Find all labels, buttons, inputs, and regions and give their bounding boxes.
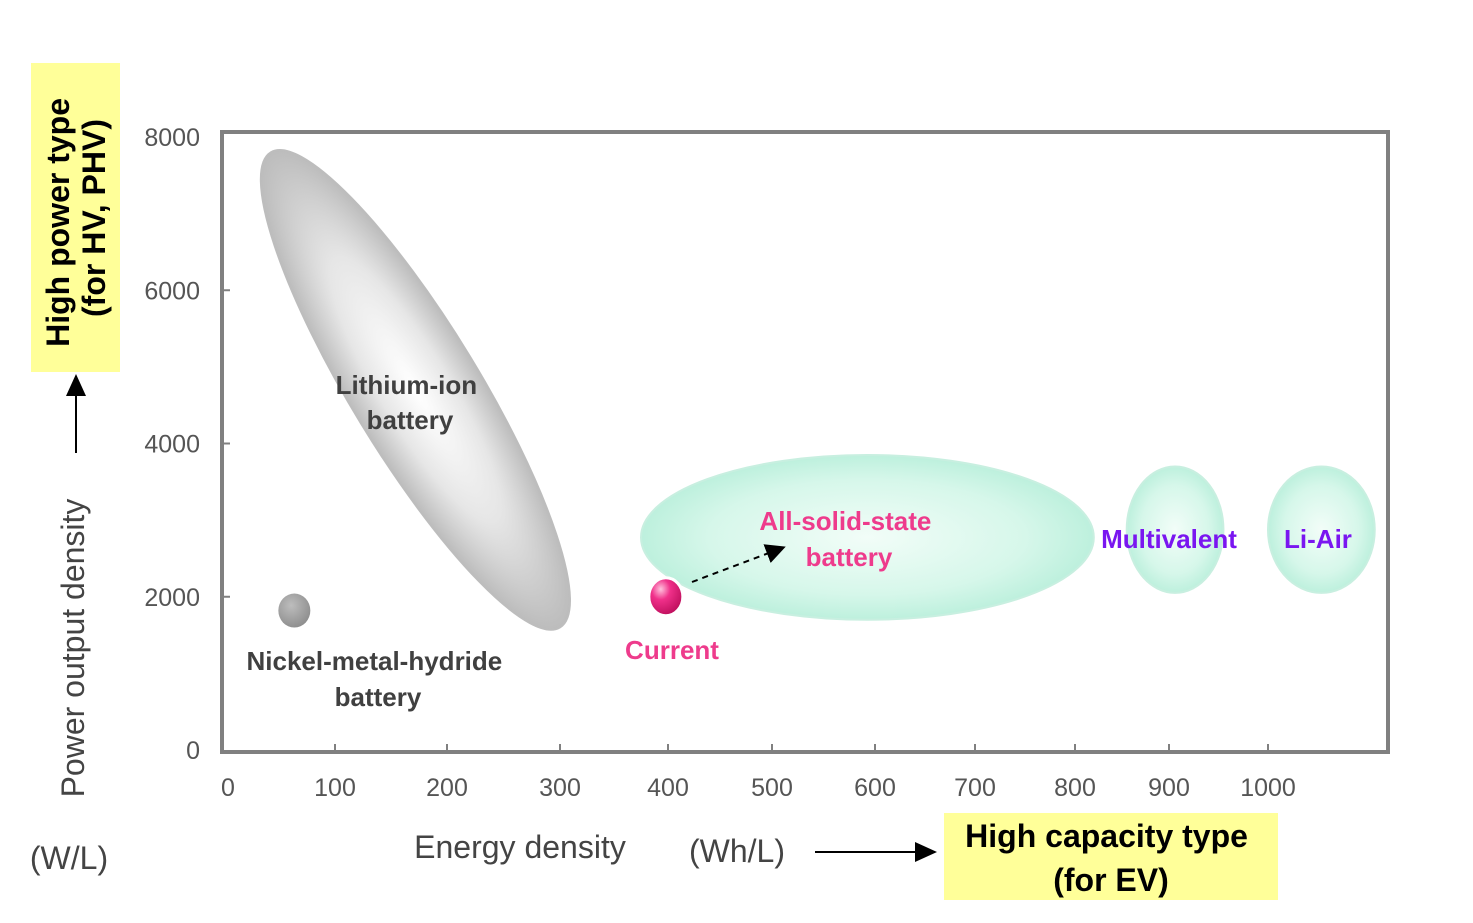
x-tick-label: 400 — [647, 774, 689, 802]
lithium-ion-label: Lithium-ion battery — [336, 370, 485, 435]
x-tick-label: 800 — [1054, 774, 1096, 802]
nickel-metal-hydride-point — [278, 593, 311, 628]
nickel-metal-hydride-label: Nickel-metal-hydride battery — [247, 646, 510, 712]
high-power-callout-text: High power type (for HV, PHV) — [40, 89, 112, 347]
y-axis-title: Power output density — [55, 499, 91, 798]
x-axis-unit: (Wh/L) — [689, 833, 785, 869]
x-tick-label: 0 — [221, 774, 235, 802]
li-air-label: Li-Air — [1284, 524, 1352, 554]
current-label: Current — [625, 635, 719, 665]
y-tick-label: 2000 — [144, 584, 200, 612]
high-capacity-callout-box — [944, 813, 1278, 900]
lithium-ion-region — [259, 149, 571, 631]
x-tick-label: 300 — [539, 774, 581, 802]
improvement-arrow — [691, 544, 786, 583]
li-air-region — [1267, 465, 1376, 594]
tick-marks — [222, 289, 1269, 751]
multivalent-label: Multivalent — [1101, 524, 1237, 554]
x-tick-label: 600 — [854, 774, 896, 802]
x-tick-label: 100 — [314, 774, 356, 802]
x-tick-label: 700 — [954, 774, 996, 802]
x-tick-label: 500 — [751, 774, 793, 802]
current-point — [647, 576, 685, 618]
x-tick-label: 1000 — [1240, 774, 1296, 802]
high-power-callout-box — [31, 63, 120, 372]
y-tick-label: 6000 — [144, 277, 200, 305]
x-tick-label: 200 — [426, 774, 468, 802]
all-solid-state-label: All-solid-state battery — [759, 506, 938, 572]
y-tick-label: 8000 — [144, 124, 200, 152]
y-tick-label: 0 — [186, 737, 200, 765]
y-axis-unit: (W/L) — [30, 840, 108, 876]
multivalent-region — [1125, 465, 1225, 594]
x-tick-label: 900 — [1148, 774, 1190, 802]
y-tick-label: 4000 — [144, 431, 200, 459]
all-solid-state-region — [640, 453, 1095, 621]
high-capacity-callout-text: High capacity type (for EV) — [965, 818, 1257, 898]
x-axis-title: Energy density — [414, 829, 626, 865]
